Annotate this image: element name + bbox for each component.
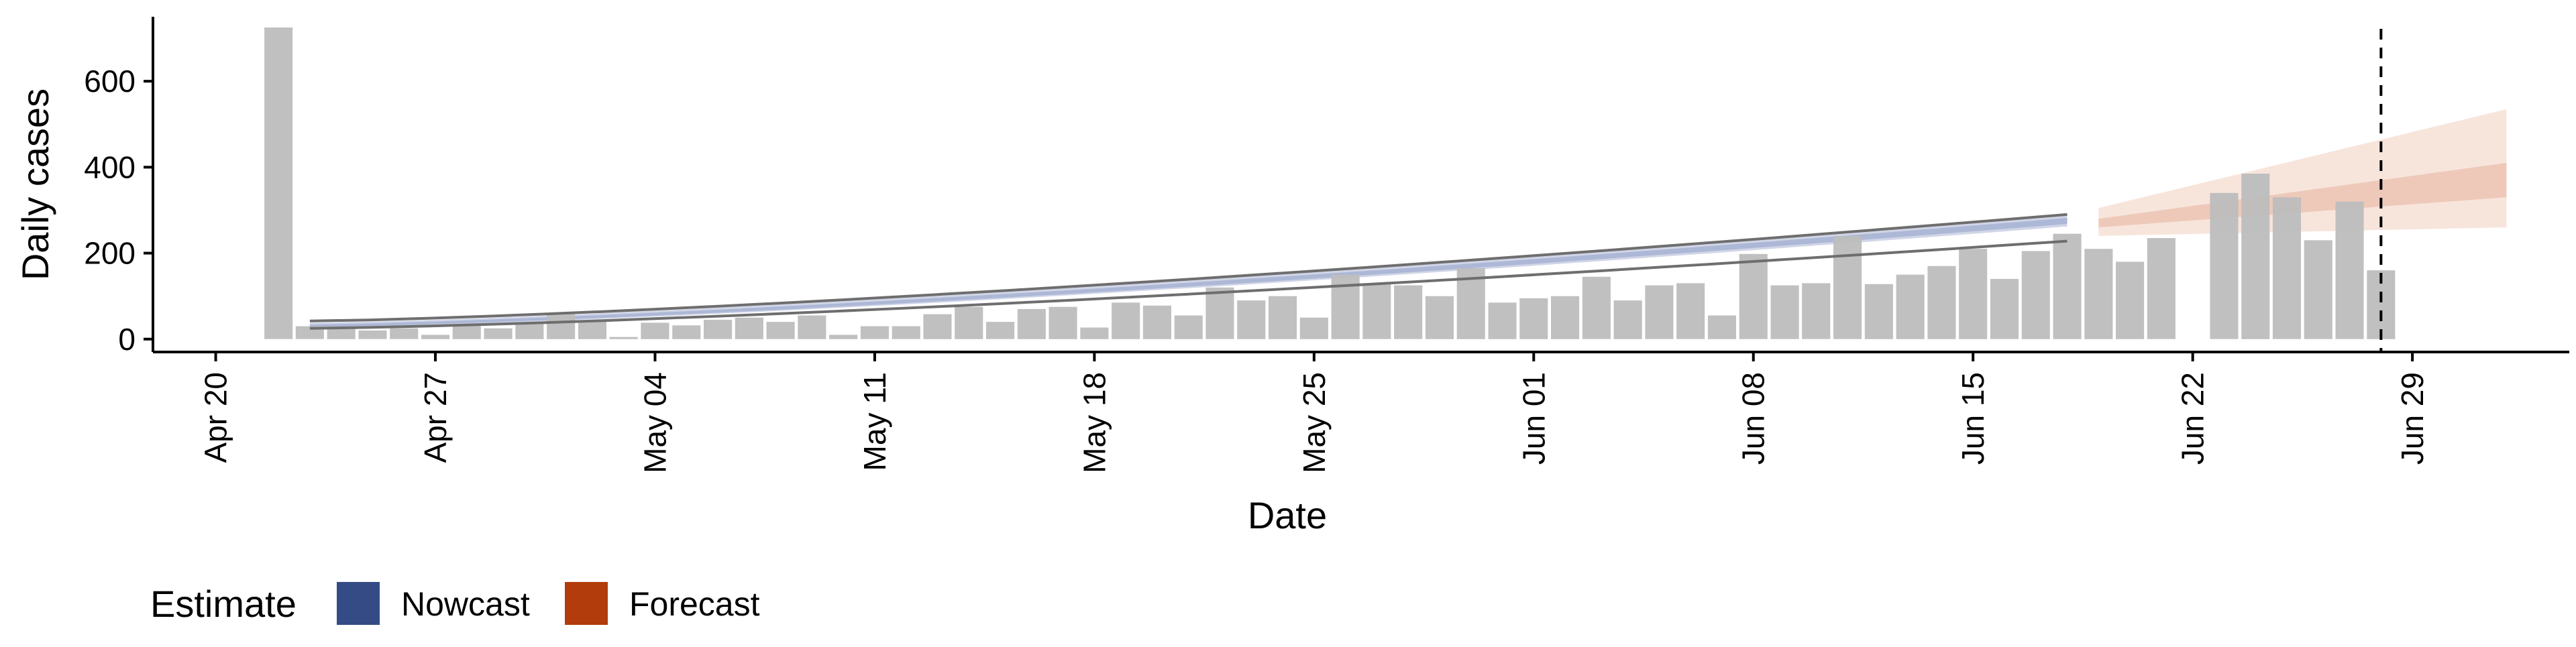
x-axis-title: Date	[1248, 494, 1327, 536]
observed-bar	[1990, 279, 2019, 339]
observed-bar	[547, 313, 576, 339]
observed-bar	[2272, 197, 2301, 339]
nowcast-outline	[309, 213, 2068, 330]
observed-bar	[955, 306, 983, 339]
legend-swatch-nowcast	[337, 582, 380, 625]
x-tick-label: May 18	[1077, 372, 1112, 473]
observed-bar	[452, 325, 481, 339]
observed-bar	[1269, 296, 1297, 339]
observed-bar	[1237, 300, 1266, 339]
y-tick-label: 200	[84, 236, 136, 271]
y-tick-label: 400	[84, 150, 136, 184]
observed-bar	[2210, 192, 2239, 339]
observed-bar	[1927, 266, 1956, 339]
observed-bar	[1959, 249, 1988, 339]
observed-bar	[1551, 296, 1580, 339]
observed-bar	[515, 322, 544, 339]
observed-bar	[358, 330, 387, 339]
observed-bar	[892, 326, 920, 339]
observed-bar	[923, 314, 952, 339]
observed-bar	[860, 326, 889, 339]
x-tick-label: May 11	[857, 372, 892, 471]
legend-title: Estimate	[150, 583, 297, 625]
observed-bar	[421, 335, 450, 339]
axes: 0 200 400 600 Apr 20 Apr 27 May 04 May 11 May 18…	[14, 17, 2569, 536]
observed-bar	[1645, 285, 1674, 339]
observed-bar	[1394, 285, 1423, 339]
y-tick-label: 0	[118, 322, 136, 357]
observed-bar	[2241, 174, 2270, 339]
observed-bar	[1864, 284, 1893, 339]
observed-bar	[1142, 305, 1171, 339]
observed-bar	[1833, 235, 1862, 339]
observed-bar	[1362, 283, 1391, 339]
observed-bar	[798, 315, 826, 339]
observed-bar	[2335, 201, 2364, 339]
observed-bar	[641, 322, 669, 339]
observed-bar	[2053, 233, 2082, 339]
observed-bar	[735, 317, 763, 339]
legend: Estimate Nowcast Forecast	[150, 582, 760, 625]
legend-label-nowcast: Nowcast	[401, 585, 530, 623]
observed-bar	[1582, 276, 1611, 339]
observed-bar	[1770, 285, 1799, 339]
estimate-bands	[309, 109, 2507, 329]
x-tick-label: Jun 15	[1955, 372, 1990, 465]
legend-label-forecast: Forecast	[629, 585, 760, 623]
x-tick-label: Jun 08	[1736, 372, 1771, 465]
observed-bar	[1676, 283, 1705, 339]
observed-bar	[1017, 308, 1046, 339]
observed-bar	[1080, 327, 1109, 339]
y-axis-title: Daily cases	[14, 89, 56, 280]
observed-bar	[327, 328, 356, 339]
observed-bar	[609, 337, 638, 339]
forecast-band-inner	[2098, 162, 2507, 228]
observed-bar	[1174, 315, 1203, 339]
observed-bar	[672, 325, 701, 339]
observed-bar	[578, 320, 606, 339]
observed-bar	[1425, 296, 1454, 339]
observed-bar	[264, 27, 293, 339]
observed-bar	[1707, 315, 1736, 339]
observed-bar	[484, 328, 513, 339]
observed-bar	[1049, 306, 1077, 339]
legend-swatch-forecast	[565, 582, 608, 625]
x-tick-label: Jun 01	[1516, 372, 1551, 465]
observed-bar	[1205, 287, 1234, 339]
observed-bar	[829, 335, 858, 339]
x-tick-label: Jun 22	[2176, 372, 2210, 465]
observed-bar	[766, 322, 795, 339]
observed-bar	[2304, 240, 2332, 339]
observed-bar	[1802, 283, 1831, 339]
y-tick-label: 600	[84, 64, 136, 99]
observed-bar	[2116, 261, 2145, 339]
x-tick-label: May 04	[637, 372, 672, 473]
observed-bars	[264, 27, 2396, 339]
observed-bar	[2084, 249, 2113, 339]
x-tick-label: May 25	[1297, 372, 1332, 473]
observed-bar	[1519, 298, 1548, 339]
observed-bar	[390, 328, 419, 339]
observed-bar	[1739, 253, 1768, 339]
nowcast-upper-line	[309, 213, 2068, 322]
observed-bar	[1299, 317, 1328, 339]
observed-bar	[704, 319, 733, 339]
observed-bar	[2021, 251, 2050, 339]
observed-bar	[1112, 302, 1140, 339]
observed-bar	[1896, 274, 1925, 339]
x-tick-label: Apr 20	[199, 372, 233, 463]
x-tick-label: Jun 29	[2395, 372, 2430, 465]
observed-bar	[986, 322, 1015, 339]
observed-bar	[1488, 302, 1517, 339]
observed-bar	[2147, 238, 2176, 339]
x-tick-label: Apr 27	[418, 372, 453, 463]
nowcast-lower-line	[309, 239, 2068, 330]
observed-bar	[1613, 300, 1642, 339]
